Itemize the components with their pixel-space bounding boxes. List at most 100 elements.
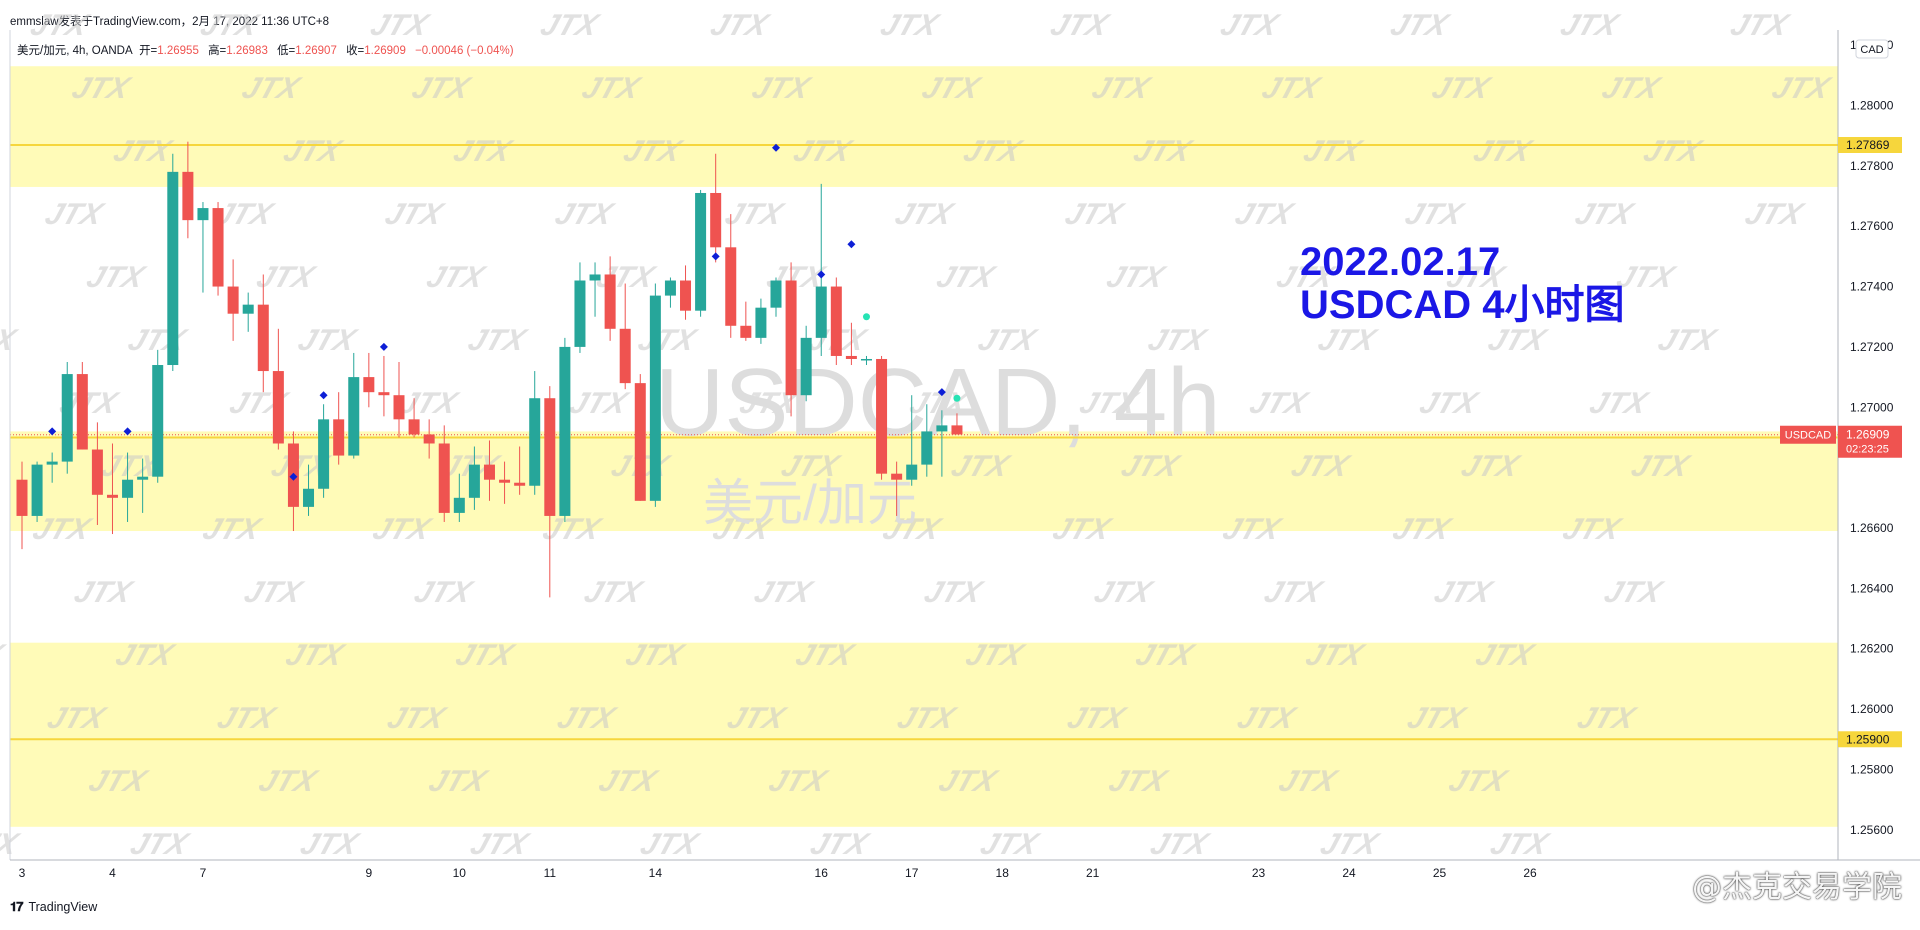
candle	[438, 425, 450, 522]
jtx-watermark: JTX	[1090, 575, 1158, 609]
candle-body	[589, 274, 601, 281]
candle	[680, 265, 692, 320]
candle	[785, 262, 797, 417]
jtx-watermark: JTX	[41, 197, 109, 231]
jtx-watermark: JTX	[396, 386, 464, 420]
jtx-watermark: JTX	[366, 8, 434, 42]
jtx-watermark: JTX	[1486, 827, 1554, 861]
close-label: 收=	[346, 45, 365, 57]
candle-body	[499, 479, 511, 483]
candle	[529, 371, 541, 495]
time-tick-label: 11	[544, 866, 557, 880]
time-tick-label: 23	[1252, 866, 1266, 880]
candle	[544, 386, 556, 598]
jtx-watermark: JTX	[296, 827, 364, 861]
jtx-watermark: JTX	[0, 827, 25, 861]
jtx-watermark: JTX	[0, 323, 23, 357]
candle	[257, 274, 269, 393]
candle	[167, 153, 179, 372]
jtx-watermark: JTX	[580, 575, 648, 609]
jtx-watermark: JTX	[1316, 827, 1384, 861]
candle	[152, 349, 164, 483]
candle	[91, 422, 103, 525]
candle-body	[272, 371, 284, 444]
candle-body	[438, 443, 450, 513]
jtx-watermark: JTX	[369, 512, 437, 546]
candle	[61, 362, 73, 474]
candle	[559, 337, 571, 522]
jtx-watermark: JTX	[1654, 323, 1722, 357]
candle-body	[167, 171, 179, 366]
candle	[710, 153, 722, 263]
jtx-watermark: JTX	[706, 8, 774, 42]
tradingview-logo-icon: 𝟏𝟕	[10, 899, 24, 914]
jtx-watermark: JTX	[423, 260, 491, 294]
symbol-watermark-sub: 美元/加元	[703, 475, 917, 531]
candle	[815, 183, 827, 356]
time-tick-label: 7	[200, 866, 207, 880]
jtx-watermark: JTX	[593, 260, 661, 294]
candle-body	[363, 377, 375, 393]
candle	[348, 352, 360, 459]
candle-body	[755, 307, 767, 338]
candle	[272, 328, 284, 450]
candle-body	[725, 247, 737, 326]
candle-body	[559, 346, 571, 516]
symbol-info[interactable]: 美元/加元, 4h, OANDA	[17, 45, 133, 57]
current-price-tag	[1838, 425, 1902, 458]
candle-body	[664, 280, 676, 296]
candle-body	[815, 286, 827, 338]
candle	[227, 259, 239, 341]
jtx-watermark: JTX	[464, 323, 532, 357]
candle-body	[16, 479, 28, 516]
candle	[695, 189, 707, 317]
jtx-watermark: JTX	[29, 512, 97, 546]
candle-body	[604, 274, 616, 329]
jtx-watermark: JTX	[1556, 8, 1624, 42]
candle-body	[860, 358, 872, 361]
candle	[453, 473, 465, 522]
candle-body	[710, 192, 722, 248]
current-price-label: 1.26909	[1846, 428, 1890, 442]
countdown-label: 02:23:25	[1846, 444, 1889, 456]
level-price-tag-label: 1.27869	[1846, 138, 1890, 152]
time-tick-label: 3	[19, 866, 26, 880]
candle-body	[61, 374, 73, 462]
candle	[906, 395, 918, 486]
jtx-watermark: JTX	[933, 260, 1001, 294]
jtx-watermark: JTX	[1260, 575, 1328, 609]
jtx-watermark: JTX	[876, 8, 944, 42]
candle-body	[619, 328, 631, 384]
jtx-watermark: JTX	[381, 197, 449, 231]
candle-body	[408, 419, 420, 435]
jtx-watermark: JTX	[566, 386, 634, 420]
time-tick-label: 24	[1342, 866, 1356, 880]
jtx-watermark: JTX	[1061, 197, 1129, 231]
time-tick-label: 18	[996, 866, 1010, 880]
jtx-watermark: JTX	[26, 8, 94, 42]
candle-body	[921, 431, 933, 465]
candle	[725, 214, 737, 338]
footer: 𝟏𝟕 TradingView	[10, 899, 97, 915]
candle-body	[91, 449, 103, 495]
candle	[106, 443, 118, 535]
jtx-watermark: JTX	[976, 827, 1044, 861]
signal-diamond-icon	[847, 240, 856, 249]
candle-body	[257, 304, 269, 372]
signal-diamond-icon	[319, 391, 328, 400]
high-value: 1.26983	[226, 45, 268, 57]
candle	[755, 298, 767, 344]
candle	[860, 355, 872, 366]
candle	[137, 458, 149, 513]
time-tick-label: 10	[453, 866, 467, 880]
candle-body	[212, 208, 224, 287]
candle-body	[634, 383, 646, 501]
candle	[122, 452, 134, 522]
footer-brand[interactable]: TradingView	[28, 900, 98, 914]
candle	[197, 202, 209, 293]
currency-badge	[1855, 39, 1889, 59]
jtx-watermark: JTX	[539, 512, 607, 546]
jtx-watermark: JTX	[1103, 260, 1171, 294]
candle	[31, 461, 43, 522]
